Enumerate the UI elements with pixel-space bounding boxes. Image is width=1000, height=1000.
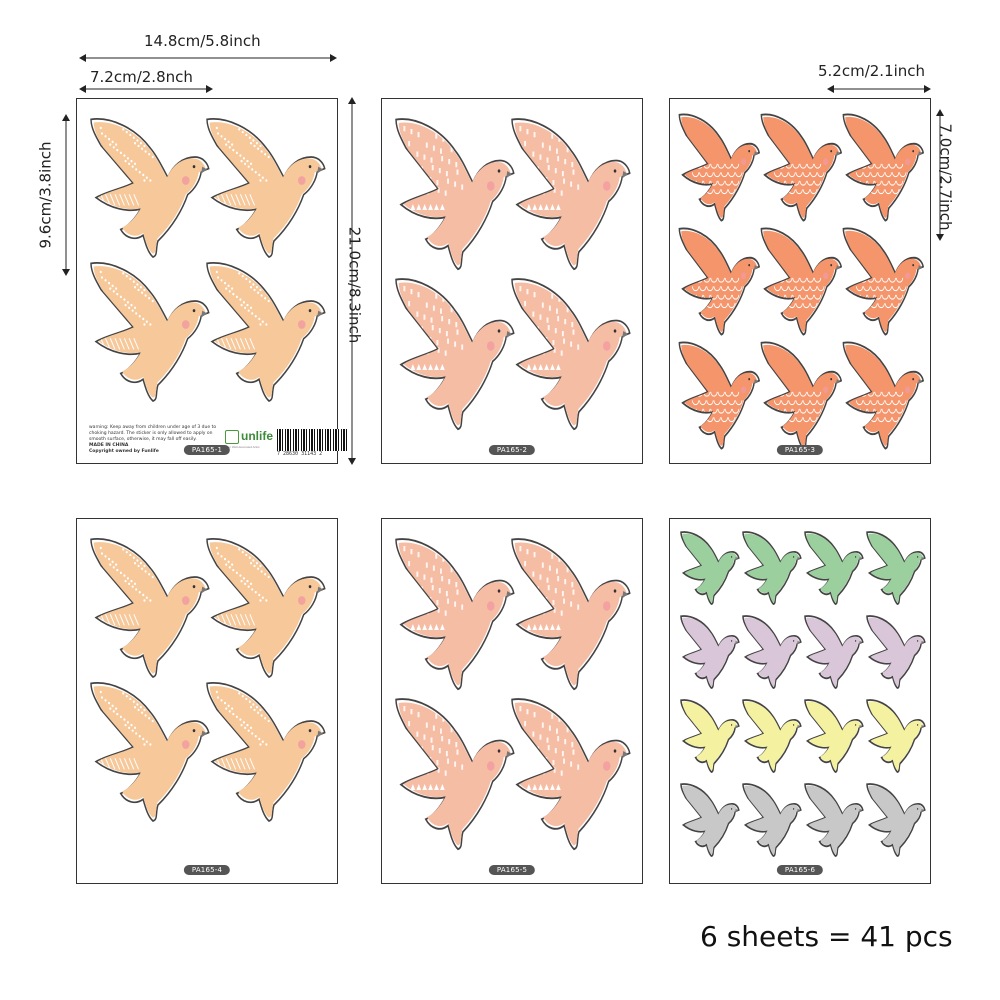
sheet-label: PA165-3: [776, 445, 824, 455]
bird-sticker: [804, 531, 864, 606]
small-bird-width-label: 5.2cm/2.1inch: [818, 62, 926, 80]
bird-sticker: [866, 615, 926, 690]
sticker-sheet-4: PA165-4: [76, 518, 338, 884]
warning-text: warning: Keep away from children under a…: [89, 425, 217, 454]
sticker-sheet-5: PA165-5: [381, 518, 643, 884]
bird-sticker: [804, 783, 864, 858]
bird-sticker: [760, 113, 843, 222]
bird-sticker: [206, 682, 326, 822]
bird-sticker: [742, 699, 802, 774]
bird-stickers: [678, 113, 925, 450]
bird-sticker: [90, 118, 210, 258]
bird-sticker: [866, 531, 926, 606]
sheet-label: PA165-1: [183, 445, 231, 455]
bird-sticker: [678, 113, 761, 222]
bird-sticker: [680, 615, 740, 690]
sticker-sheet-1: warning: Keep away from children under a…: [76, 98, 347, 464]
bird-sticker: [742, 783, 802, 858]
barcode: [277, 429, 347, 451]
sheet-width-label: 14.8cm/5.8inch: [144, 32, 261, 50]
sticker-sheet-6: PA165-6: [669, 518, 931, 884]
bird-sticker: [842, 113, 925, 222]
sheet-label: PA165-5: [488, 865, 536, 875]
bird-sticker: [90, 262, 210, 402]
sheet-label: PA165-6: [776, 865, 824, 875]
bird-sticker: [866, 783, 926, 858]
brand-logo: unlife Your Well-decorated Artist: [225, 429, 273, 449]
bird-sticker: [742, 531, 802, 606]
bird-sticker: [395, 698, 515, 851]
bird-sticker: [678, 227, 761, 336]
bird-stickers: [90, 118, 326, 402]
sheet-height-label: 21.0cm/8.3inch: [345, 226, 364, 344]
bird-sticker: [760, 341, 843, 450]
bird-stickers: [90, 538, 326, 822]
bird-stickers: [395, 538, 631, 851]
bird-sticker: [90, 682, 210, 822]
bird-sticker: [742, 615, 802, 690]
bird-stickers: [395, 118, 631, 431]
sheet-label: PA165-2: [488, 445, 536, 455]
bird-sticker: [90, 538, 210, 678]
bird-sticker: [511, 698, 631, 851]
bird-sticker: [678, 341, 761, 450]
bird-height-label: 9.6cm/3.8inch: [36, 141, 55, 249]
bird-sticker: [206, 538, 326, 678]
brand-f-icon: [225, 430, 239, 444]
barcode-number: 7 28630 31143 2: [277, 451, 323, 457]
bird-sticker: [804, 699, 864, 774]
sheet-label: PA165-4: [183, 865, 231, 875]
bird-sticker: [395, 538, 515, 691]
bird-sticker: [680, 783, 740, 858]
bird-stickers: [680, 531, 926, 858]
bird-sticker: [680, 531, 740, 606]
bird-sticker: [206, 262, 326, 402]
bird-sticker: [804, 615, 864, 690]
bird-sticker: [866, 699, 926, 774]
piece-count-summary: 6 sheets = 41 pcs: [700, 920, 953, 953]
bird-sticker: [395, 118, 515, 271]
bird-sticker: [680, 699, 740, 774]
bird-sticker: [511, 278, 631, 431]
bird-sticker: [511, 538, 631, 691]
bird-sticker: [842, 341, 925, 450]
small-bird-height-label: 7.0cm/2.7inch: [936, 123, 955, 231]
bird-sticker: [842, 227, 925, 336]
sticker-sheet-2: PA165-2: [381, 98, 643, 464]
bird-width-label: 7.2cm/2.8nch: [90, 68, 193, 86]
sticker-sheet-3: PA165-3: [669, 98, 931, 464]
bird-sticker: [760, 227, 843, 336]
bird-sticker: [395, 278, 515, 431]
bird-sticker: [511, 118, 631, 271]
bird-sticker: [206, 118, 326, 258]
